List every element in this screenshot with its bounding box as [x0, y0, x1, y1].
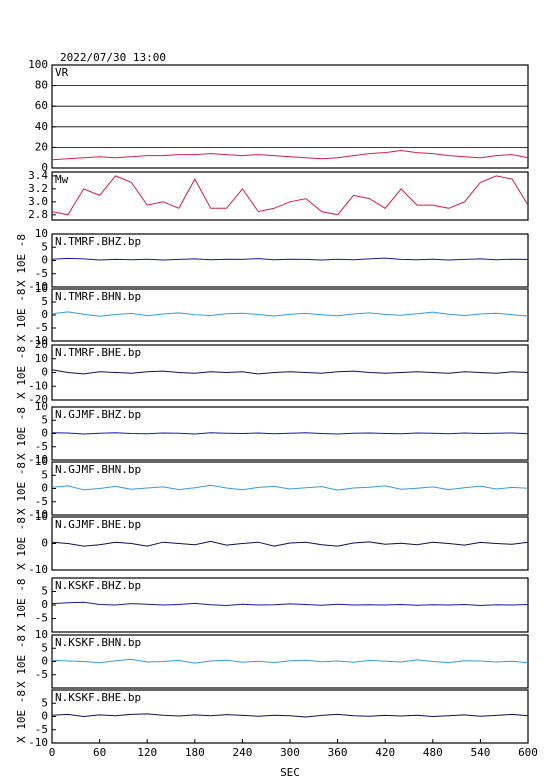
- y-axis-label: X 10E -8: [15, 462, 28, 515]
- y-axis-label: X 10E -8: [15, 690, 28, 743]
- series-name: N.GJMF.BHE.bp: [55, 518, 141, 531]
- y-tick-label: -10: [28, 280, 48, 293]
- x-tick-label: 360: [328, 746, 348, 759]
- y-axis-label: X 10E -8: [15, 579, 28, 632]
- y-tick-label: 0: [41, 655, 48, 668]
- series-name: N.KSKF.BHZ.bp: [55, 579, 141, 592]
- series-line: [51, 175, 529, 216]
- y-tick-label: 0: [41, 254, 48, 267]
- y-tick-label: -10: [28, 736, 48, 749]
- y-tick-label: -5: [35, 723, 48, 736]
- y-tick-label: -5: [35, 321, 48, 334]
- y-axis-label: X 10E -8: [15, 346, 28, 399]
- y-tick-label: 5: [41, 240, 48, 253]
- y-tick-label: -5: [35, 440, 48, 453]
- y-tick-label: 10: [35, 455, 48, 468]
- y-tick-label: 0: [41, 366, 48, 379]
- y-tick-label: 5: [41, 585, 48, 598]
- panel-frame: [51, 64, 529, 169]
- y-tick-label: -10: [28, 334, 48, 347]
- y-tick-label: 5: [41, 641, 48, 654]
- y-tick-label: 0: [41, 427, 48, 440]
- series-name: VR: [55, 66, 69, 79]
- y-tick-label: 5: [41, 413, 48, 426]
- series-line: [51, 369, 529, 375]
- y-tick-label: 3.2: [28, 182, 48, 195]
- y-tick-label: -5: [35, 612, 48, 625]
- x-tick-label: 600: [518, 746, 538, 759]
- series-line: [51, 257, 529, 261]
- y-tick-label: 20: [35, 338, 48, 351]
- x-tick-label: 240: [232, 746, 252, 759]
- y-tick-label: 0: [41, 308, 48, 321]
- y-tick-label: 10: [35, 628, 48, 641]
- y-tick-label: 20: [35, 140, 48, 153]
- y-tick-label: 60: [35, 99, 48, 112]
- y-tick-label: 0: [41, 710, 48, 723]
- y-axis-label: X 10E -8: [15, 517, 28, 570]
- series-name: N.GJMF.BHZ.bp: [55, 408, 141, 421]
- series-name: Mw: [55, 173, 69, 186]
- x-tick-label: 60: [93, 746, 106, 759]
- y-tick-label: 80: [35, 79, 48, 92]
- series-line: [51, 540, 529, 547]
- chart-title: 2022/07/30 13:00: [60, 51, 166, 64]
- series-line: [51, 601, 529, 607]
- y-tick-label: 0: [41, 598, 48, 611]
- x-tick-label: 0: [49, 746, 56, 759]
- series-line: [51, 432, 529, 435]
- y-tick-label: -10: [28, 379, 48, 392]
- y-tick-label: 100: [28, 58, 48, 71]
- series-name: N.TMRF.BHN.bp: [55, 290, 141, 303]
- x-tick-label: 420: [375, 746, 395, 759]
- x-tick-label: 480: [423, 746, 443, 759]
- y-tick-label: 10: [35, 400, 48, 413]
- y-tick-label: 0: [41, 482, 48, 495]
- y-tick-label: -5: [35, 495, 48, 508]
- x-tick-label: 180: [185, 746, 205, 759]
- y-tick-label: 10: [35, 352, 48, 365]
- y-tick-label: 40: [35, 120, 48, 133]
- y-axis-label: X 10E -8: [15, 234, 28, 287]
- series-name: N.GJMF.BHN.bp: [55, 463, 141, 476]
- x-tick-label: 540: [470, 746, 490, 759]
- y-tick-label: 3.0: [28, 195, 48, 208]
- y-tick-label: 5: [41, 468, 48, 481]
- y-tick-label: 5: [41, 696, 48, 709]
- series-line: [51, 713, 529, 718]
- series-name: N.TMRF.BHZ.bp: [55, 235, 141, 248]
- y-tick-label: 10: [35, 510, 48, 523]
- y-axis-label: X 10E -8: [15, 635, 28, 688]
- series-line: [51, 484, 529, 491]
- x-axis-label: SEC: [280, 766, 300, 779]
- y-tick-label: 5: [41, 295, 48, 308]
- x-tick-label: 300: [280, 746, 300, 759]
- y-tick-label: 0: [41, 161, 48, 174]
- y-axis-label: X 10E -8: [15, 407, 28, 460]
- series-line: [51, 149, 529, 161]
- y-tick-label: -20: [28, 393, 48, 406]
- y-tick-label: -10: [28, 508, 48, 521]
- x-tick-label: 120: [137, 746, 157, 759]
- y-tick-label: 10: [35, 282, 48, 295]
- series-line: [51, 658, 529, 664]
- panel-frame: [51, 171, 529, 221]
- y-tick-label: 3.4: [28, 169, 48, 182]
- series-line: [51, 311, 529, 317]
- y-tick-label: -5: [35, 267, 48, 280]
- y-tick-label: -10: [28, 563, 48, 576]
- series-name: N.KSKF.BHN.bp: [55, 636, 141, 649]
- y-tick-label: -10: [28, 453, 48, 466]
- series-name: N.KSKF.BHE.bp: [55, 691, 141, 704]
- series-name: N.TMRF.BHE.bp: [55, 346, 141, 359]
- y-tick-label: 10: [35, 227, 48, 240]
- y-axis-label: X 10E -8: [15, 289, 28, 342]
- y-tick-label: 2.8: [28, 208, 48, 221]
- y-tick-label: 0: [41, 537, 48, 550]
- y-tick-label: -5: [35, 668, 48, 681]
